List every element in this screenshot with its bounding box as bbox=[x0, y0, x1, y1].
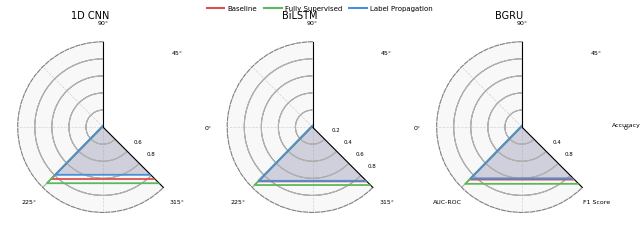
Polygon shape bbox=[470, 76, 595, 179]
Title: 1D CNN: 1D CNN bbox=[71, 11, 109, 20]
Title: BGRU: BGRU bbox=[495, 11, 523, 20]
Polygon shape bbox=[259, 74, 388, 181]
Legend: Baseline, Fully Supervised, Label Propagation: Baseline, Fully Supervised, Label Propag… bbox=[204, 3, 436, 15]
Title: BiLSTM: BiLSTM bbox=[282, 11, 317, 20]
Text: Accuracy: Accuracy bbox=[612, 123, 640, 128]
Polygon shape bbox=[56, 80, 170, 175]
